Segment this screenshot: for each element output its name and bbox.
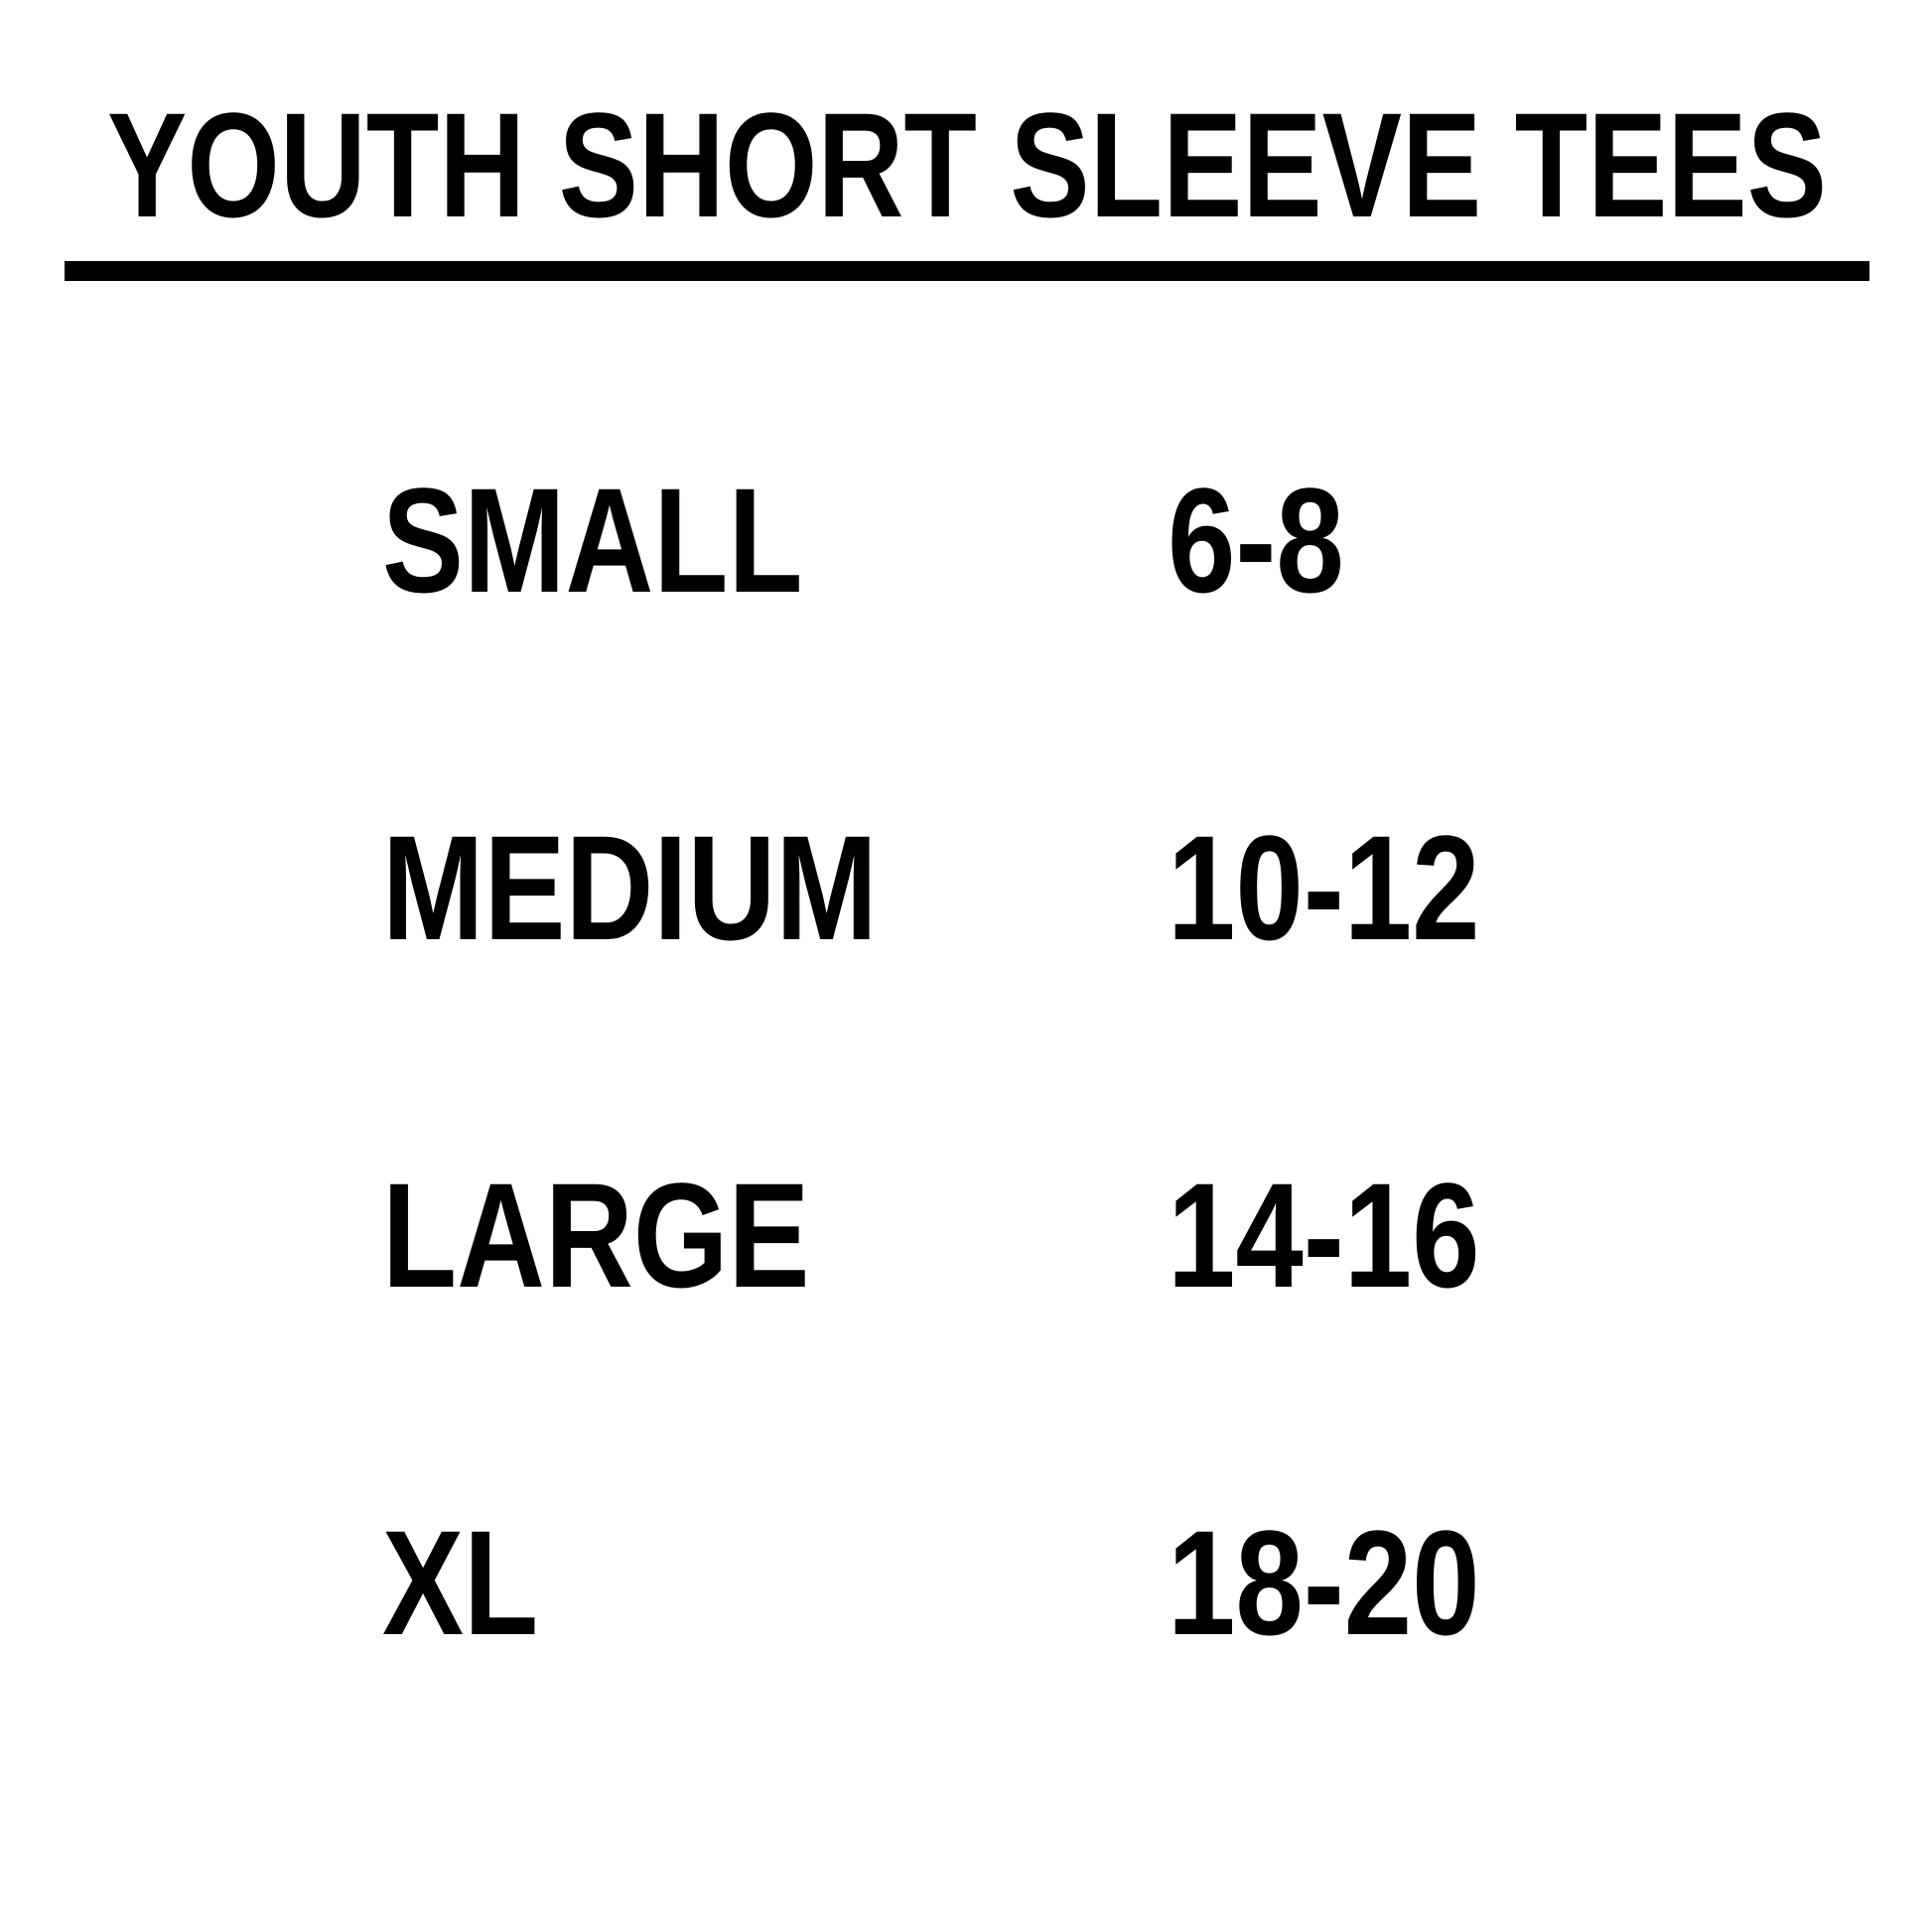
size-range: 10-12 (1168, 805, 1480, 971)
size-label: MEDIUM (382, 805, 878, 971)
size-label: XL (382, 1500, 538, 1666)
size-label: SMALL (382, 458, 803, 623)
divider (65, 261, 1869, 281)
title: YOUTH SHORT SLEEVE TEES (107, 81, 1827, 248)
size-range: 18-20 (1168, 1500, 1480, 1666)
size-table: SMALL 6-8 MEDIUM 10-12 LARGE 14-16 XL 18-20 (382, 458, 1480, 1666)
size-label: LARGE (382, 1153, 809, 1318)
size-range: 14-16 (1168, 1153, 1480, 1318)
size-range: 6-8 (1168, 458, 1344, 623)
